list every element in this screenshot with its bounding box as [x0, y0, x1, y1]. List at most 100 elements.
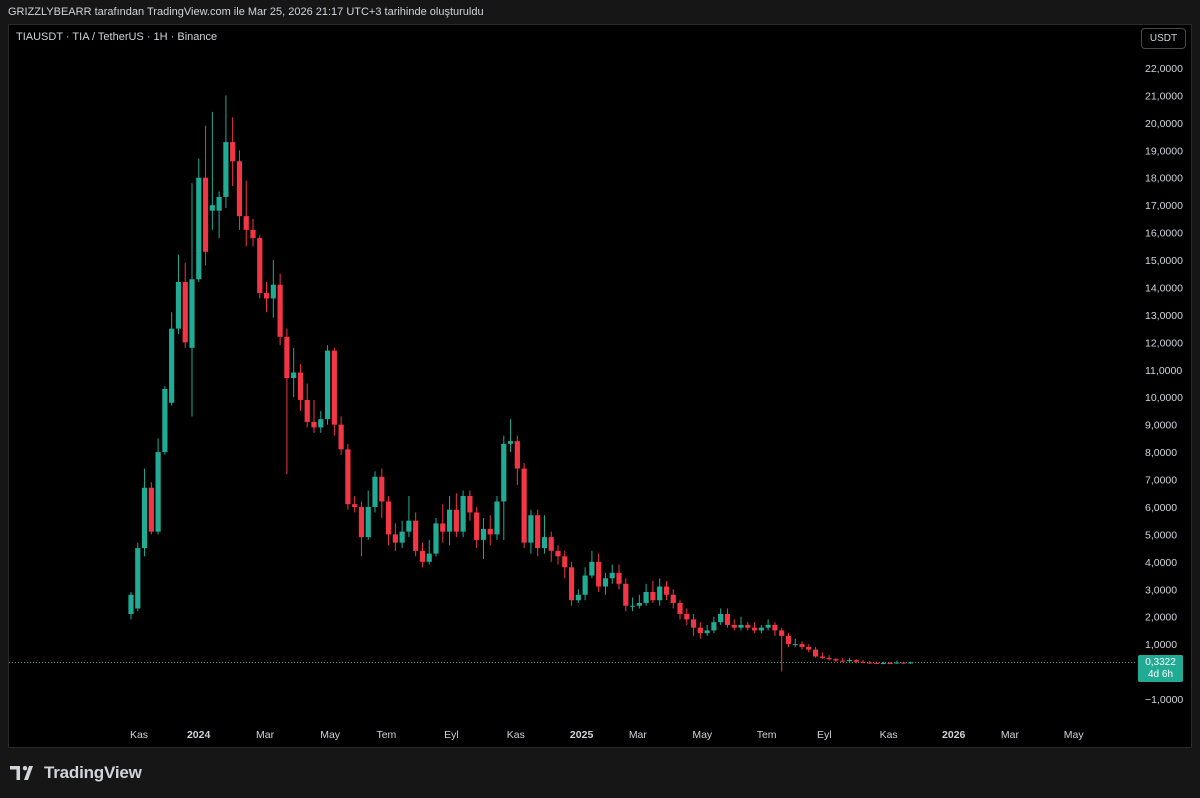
candle-body	[243, 216, 249, 230]
candle	[629, 597, 636, 612]
candle	[216, 191, 222, 239]
candle-body	[711, 622, 717, 631]
candle-body	[812, 649, 819, 657]
y-tick-label: 2,0000	[1145, 612, 1177, 624]
candle-body	[846, 660, 853, 662]
candle-body	[453, 509, 459, 532]
candle	[467, 490, 473, 521]
candle-body	[236, 161, 243, 217]
y-tick-label: 3,0000	[1145, 584, 1177, 596]
candle	[690, 613, 697, 636]
candle	[135, 542, 141, 612]
x-tick-label: Kas	[880, 729, 898, 741]
candle	[494, 495, 500, 540]
candle	[507, 419, 514, 453]
y-tick-label: 4,0000	[1145, 557, 1177, 569]
candle-body	[704, 630, 710, 634]
candle	[324, 345, 331, 425]
candle	[575, 589, 581, 603]
candle	[277, 273, 283, 346]
candle	[155, 438, 161, 535]
candle-body	[324, 350, 331, 420]
candle	[236, 150, 243, 230]
y-tick-label: 15,0000	[1145, 255, 1183, 267]
candle	[453, 493, 459, 538]
x-tick-label: 2024	[187, 729, 211, 741]
candle	[189, 183, 195, 417]
candle	[650, 581, 656, 603]
candle	[853, 659, 859, 664]
candle	[596, 553, 602, 593]
candle-body	[867, 662, 873, 664]
candle-body	[887, 663, 893, 665]
candle-body	[541, 537, 548, 549]
footer-branding: TradingView	[10, 762, 142, 784]
candle-body	[907, 662, 914, 664]
candle-body	[596, 561, 602, 587]
candle	[304, 383, 310, 428]
candle	[589, 550, 595, 579]
candle-body	[216, 196, 222, 211]
candle-body	[419, 550, 426, 562]
candle	[230, 117, 236, 186]
candle	[202, 125, 209, 266]
candle-body	[331, 350, 337, 425]
candle-body	[169, 328, 175, 403]
candle-body	[562, 556, 568, 568]
candle-body	[257, 238, 263, 293]
candle	[399, 520, 405, 549]
currency-button[interactable]: USDT	[1141, 28, 1186, 49]
candle-body	[521, 468, 527, 543]
candle-body	[277, 284, 283, 337]
candle-body	[528, 515, 534, 543]
y-tick-label: 6,0000	[1145, 502, 1177, 514]
candle-body	[352, 504, 358, 507]
candle	[724, 608, 731, 628]
candle-body	[196, 177, 202, 280]
candle	[582, 567, 588, 601]
candle-body	[840, 660, 846, 662]
candle	[501, 435, 507, 540]
y-tick-label: 22,0000	[1145, 63, 1183, 75]
candle	[541, 515, 548, 554]
candle	[385, 495, 392, 546]
candle	[331, 347, 337, 436]
candle-body	[311, 421, 317, 428]
candle-body	[799, 644, 805, 647]
y-tick-label: 20,0000	[1145, 118, 1183, 130]
bar-countdown: 4d 6h	[1147, 669, 1174, 680]
y-tick-label: 18,0000	[1145, 173, 1183, 185]
candle	[860, 660, 866, 664]
candle	[623, 578, 629, 612]
candle	[182, 262, 188, 348]
candle-body	[175, 281, 182, 329]
candle	[379, 468, 385, 518]
candle	[846, 657, 853, 662]
candle-body	[853, 660, 859, 662]
candle	[819, 652, 825, 660]
candle	[196, 158, 202, 282]
candle	[636, 594, 642, 609]
candle	[487, 515, 493, 546]
candle-body	[589, 561, 595, 576]
candle	[907, 661, 914, 664]
candle	[311, 399, 317, 433]
candle-body	[480, 528, 487, 540]
candle	[751, 622, 758, 634]
candle-body	[440, 523, 446, 532]
candle	[840, 657, 846, 663]
candle-body	[514, 441, 520, 469]
candle-body	[609, 572, 615, 579]
candle-body	[494, 501, 500, 535]
candle-body	[582, 575, 588, 595]
candle	[704, 624, 710, 636]
candle-body	[338, 424, 344, 450]
candle-body	[399, 531, 405, 543]
candle-body	[772, 624, 778, 631]
candle	[602, 572, 609, 595]
candle-body	[372, 476, 378, 507]
candle	[263, 281, 270, 313]
candle-body	[724, 613, 731, 625]
candle-body	[758, 627, 764, 631]
